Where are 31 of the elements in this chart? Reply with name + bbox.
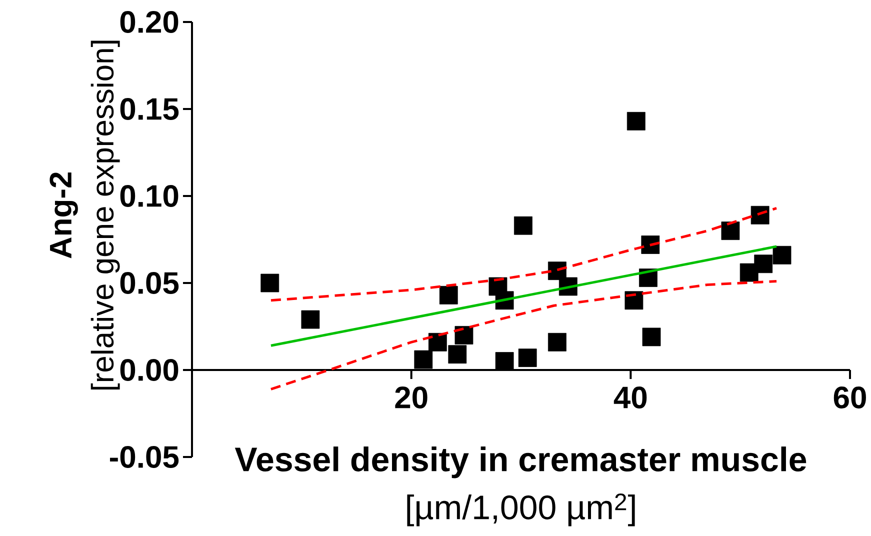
- y-axis-title: Ang-2 [relative gene expression]: [50, 40, 120, 390]
- point: [495, 352, 514, 370]
- point: [260, 274, 280, 292]
- x-tick-label: 60: [834, 386, 866, 408]
- y-tick-label: 0.00: [120, 359, 178, 381]
- point: [514, 216, 532, 235]
- point: [301, 310, 320, 329]
- point: [721, 222, 740, 240]
- y-tick-label: 0.20: [120, 11, 178, 33]
- point: [448, 345, 467, 364]
- point: [439, 286, 458, 304]
- y-tick-label: -0.05: [110, 446, 179, 468]
- point: [428, 332, 447, 352]
- y-tick-label: 0.10: [120, 185, 178, 207]
- x-tick-label: 40: [614, 386, 647, 408]
- point: [518, 348, 537, 368]
- point: [772, 246, 792, 264]
- point: [626, 112, 646, 130]
- y-tick-label: 0.05: [120, 272, 179, 294]
- x-axis-title: Vessel density in cremaster muscle [µm/1,000 µm$^{2}$]: [234, 446, 806, 526]
- point: [641, 236, 660, 254]
- point: [414, 350, 433, 369]
- point: [624, 291, 644, 310]
- point: [454, 326, 474, 344]
- point: [750, 206, 770, 224]
- x-tick-label: 20: [395, 386, 428, 408]
- line-series: [270, 206, 778, 302]
- y-tick-label: 0.15: [120, 98, 179, 120]
- point: [642, 328, 661, 346]
- point: [754, 254, 773, 274]
- point: [548, 332, 566, 352]
